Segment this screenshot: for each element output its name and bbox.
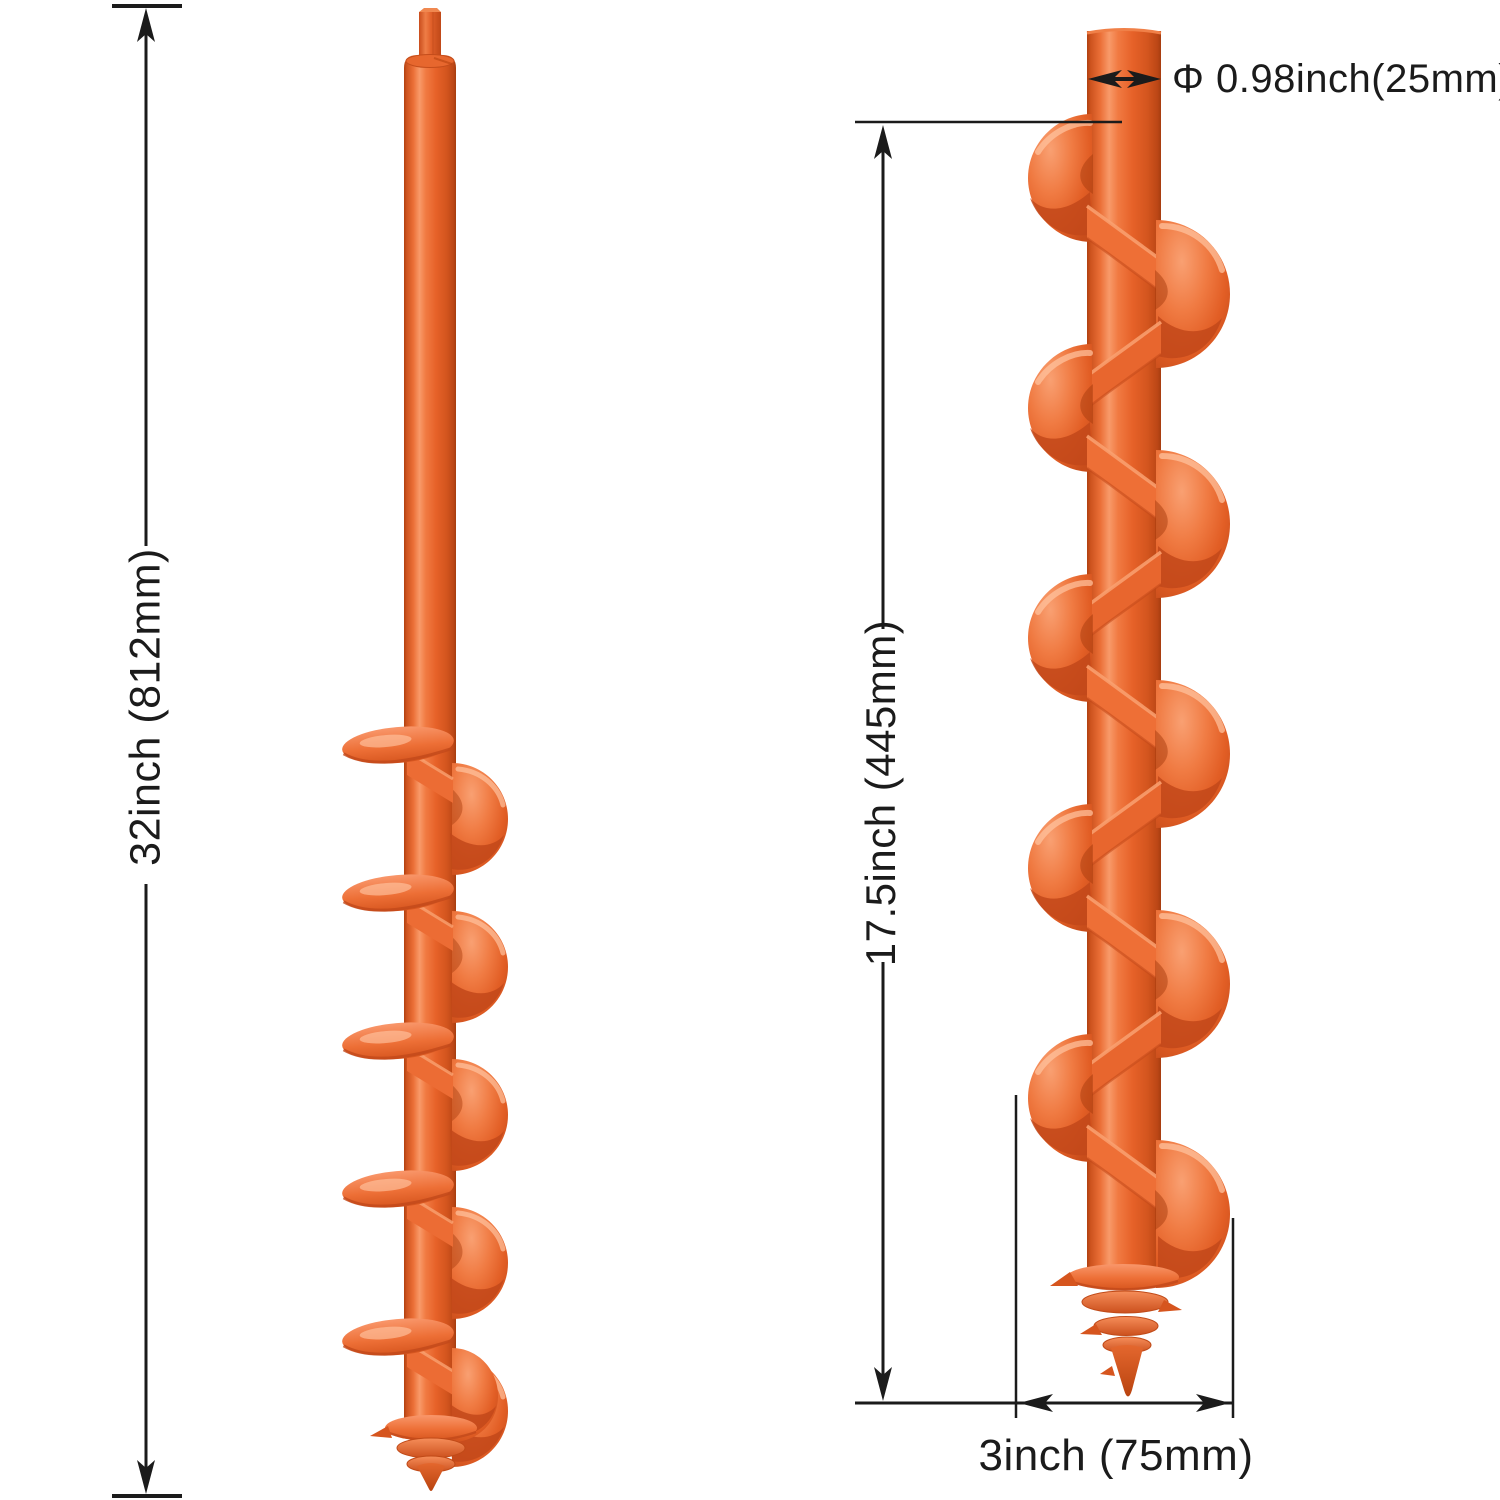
arrowhead-down-icon (874, 1367, 892, 1401)
auger-right (1028, 28, 1230, 1397)
dimension-3inch (855, 1095, 1235, 1418)
dimensions (112, 4, 1235, 1498)
arrowhead-up-icon (874, 125, 892, 159)
length-label-32inch: 32inch (812mm) (121, 548, 170, 866)
arrowhead-right-icon (1127, 70, 1161, 88)
diameter-label: Φ 0.98inch(25mm) (1172, 57, 1500, 101)
tip-width-label: 3inch (75mm) (978, 1430, 1254, 1480)
length-label-17-5inch: 17.5inch (445mm) (856, 619, 904, 967)
hex-shank (419, 8, 441, 62)
arrowhead-left-icon (1019, 1394, 1053, 1412)
arrowhead-down-icon (137, 1460, 155, 1494)
screw-tip-right (1050, 1264, 1182, 1397)
auger-left (341, 8, 508, 1491)
dimension-diameter (1088, 70, 1161, 88)
arrowhead-up-icon (137, 8, 155, 42)
dimension-32inch (112, 4, 182, 1498)
arrowhead-left-icon (1088, 70, 1122, 88)
arrowhead-right-icon (1196, 1394, 1230, 1412)
screw-tip-left (370, 1415, 477, 1491)
dimension-17-5inch (855, 120, 1122, 1401)
